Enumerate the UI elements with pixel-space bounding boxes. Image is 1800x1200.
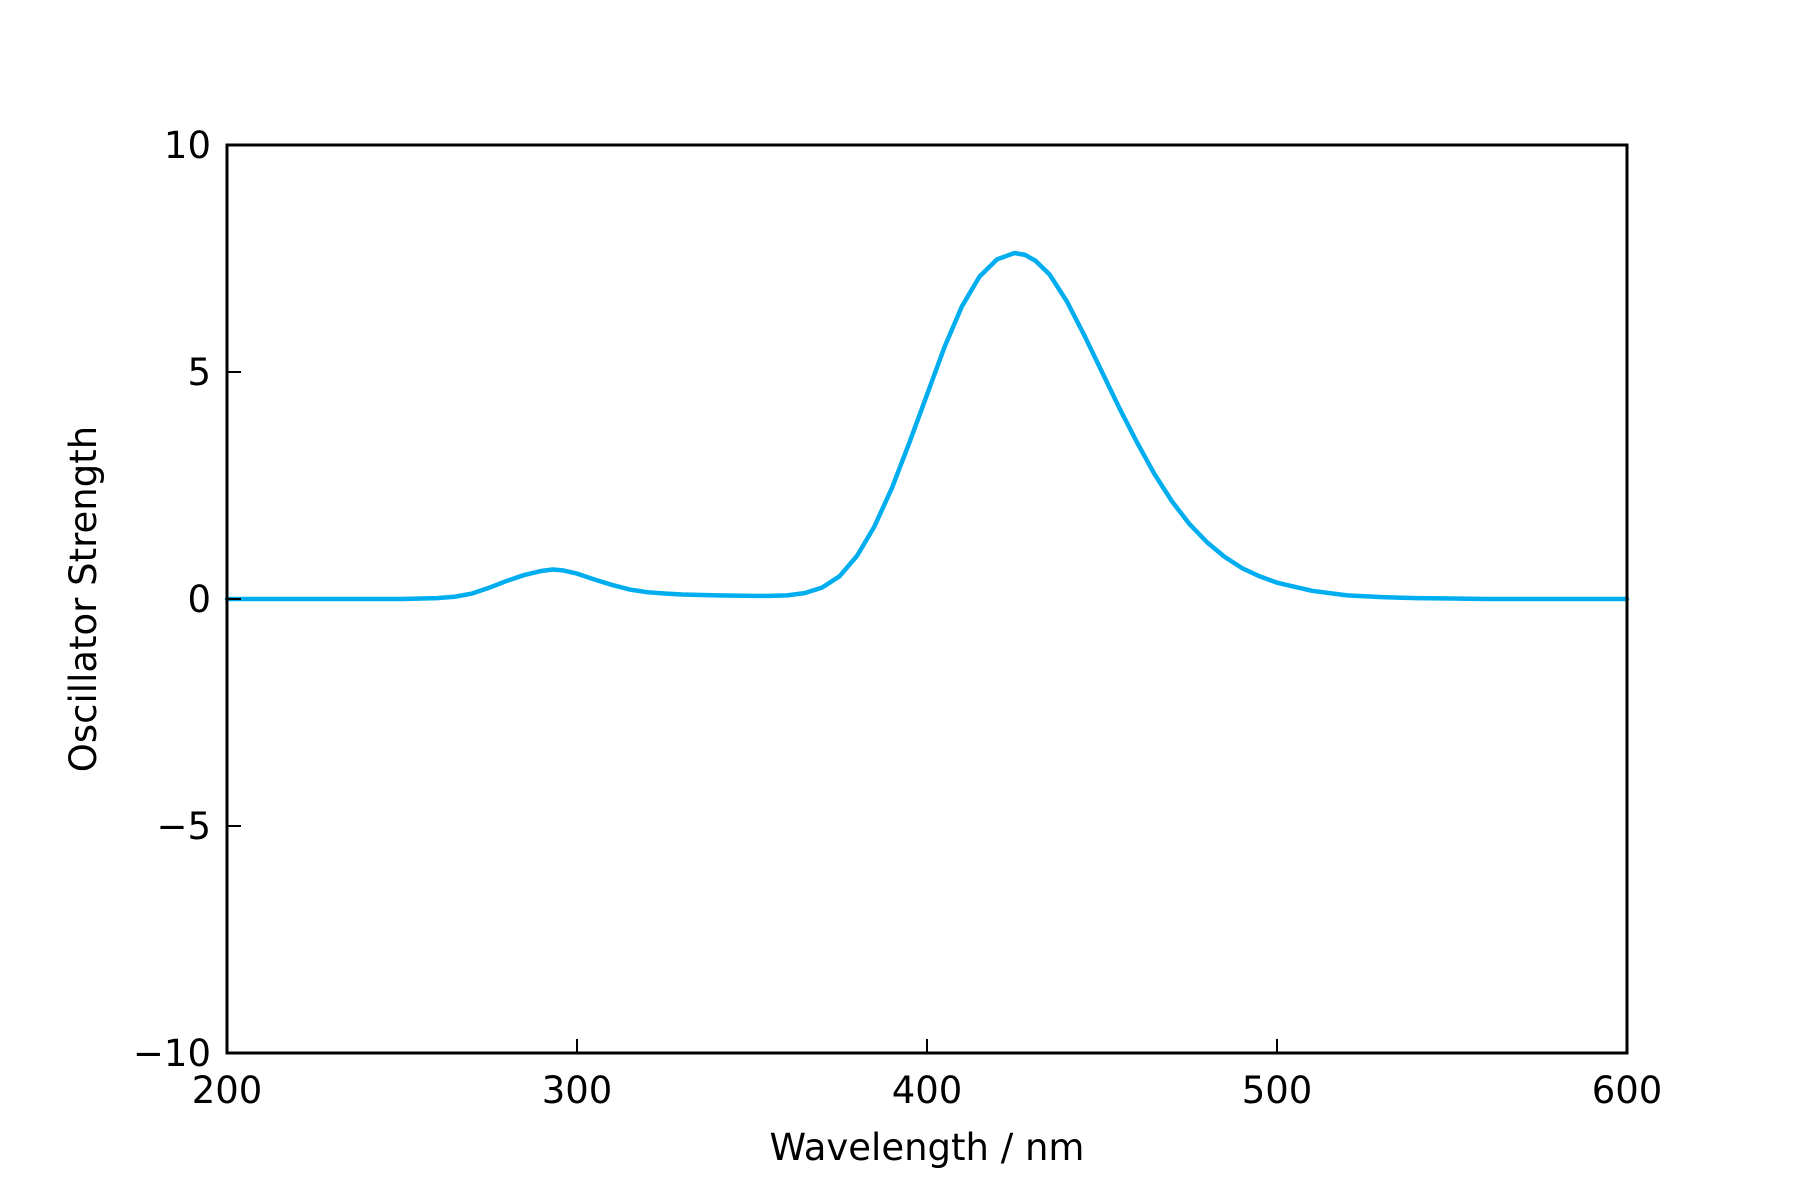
x-tick-label: 600 — [1592, 1069, 1663, 1112]
y-axis-label: Oscillator Strength — [62, 426, 105, 772]
x-tick-label: 500 — [1242, 1069, 1313, 1112]
x-tick-label: 200 — [192, 1069, 263, 1112]
x-tick-label: 400 — [892, 1069, 963, 1112]
x-tick-label: 300 — [542, 1069, 613, 1112]
series-line-0 — [224, 250, 1630, 602]
plot-area — [224, 250, 1630, 602]
ticks: 200 300 400 500 600 −10 −5 0 5 10 — [133, 124, 1662, 1112]
y-tick-label: 0 — [187, 578, 211, 621]
y-tick-label: 5 — [187, 351, 211, 394]
y-tick-label: −10 — [133, 1032, 211, 1075]
y-tick-label: −5 — [156, 805, 211, 848]
x-axis-label: Wavelength / nm — [770, 1126, 1085, 1169]
y-tick-label: 10 — [164, 124, 211, 167]
